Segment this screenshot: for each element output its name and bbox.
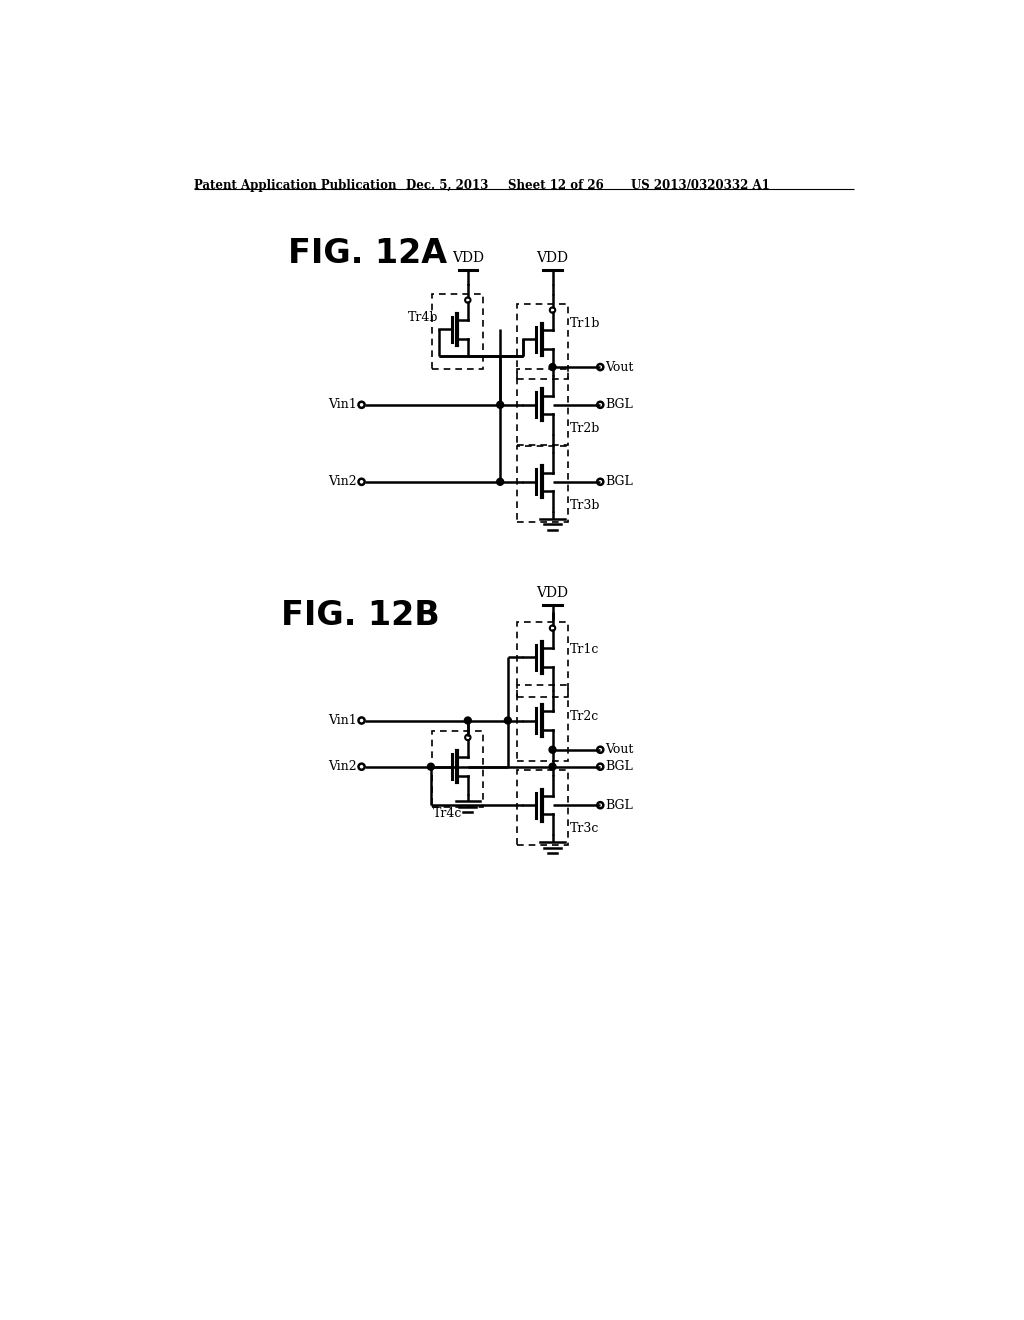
- Text: Tr1c: Tr1c: [569, 643, 599, 656]
- Text: Tr4c: Tr4c: [432, 807, 462, 820]
- Text: Vin1: Vin1: [328, 714, 357, 727]
- Text: Patent Application Publication: Patent Application Publication: [194, 180, 396, 193]
- Circle shape: [497, 401, 504, 408]
- Text: BGL: BGL: [605, 399, 633, 412]
- Text: US 2013/0320332 A1: US 2013/0320332 A1: [631, 180, 770, 193]
- Text: VDD: VDD: [537, 586, 568, 601]
- Text: BGL: BGL: [605, 799, 633, 812]
- Circle shape: [464, 717, 471, 723]
- Bar: [517, 446, 568, 521]
- Bar: [517, 622, 568, 697]
- Text: Sheet 12 of 26: Sheet 12 of 26: [508, 180, 603, 193]
- Circle shape: [427, 763, 434, 770]
- Text: Dec. 5, 2013: Dec. 5, 2013: [407, 180, 488, 193]
- Text: Tr2b: Tr2b: [569, 422, 600, 434]
- Text: VDD: VDD: [537, 251, 568, 265]
- Circle shape: [549, 746, 556, 754]
- Bar: [517, 770, 568, 845]
- Text: VDD: VDD: [452, 251, 483, 265]
- Text: Tr3b: Tr3b: [569, 499, 600, 512]
- Text: FIG. 12B: FIG. 12B: [281, 599, 439, 632]
- Text: BGL: BGL: [605, 475, 633, 488]
- Bar: [517, 304, 568, 379]
- Text: Vin2: Vin2: [329, 760, 357, 774]
- Bar: [432, 294, 483, 370]
- Text: Tr2c: Tr2c: [569, 710, 599, 723]
- Bar: [517, 685, 568, 760]
- Text: Tr4b: Tr4b: [408, 312, 438, 325]
- Text: Tr3c: Tr3c: [569, 822, 599, 836]
- Circle shape: [497, 478, 504, 486]
- Circle shape: [505, 717, 511, 723]
- Text: Vin2: Vin2: [329, 475, 357, 488]
- Circle shape: [549, 363, 556, 371]
- Text: Tr1b: Tr1b: [569, 317, 600, 330]
- Bar: [432, 731, 483, 807]
- Bar: [517, 370, 568, 445]
- Text: BGL: BGL: [605, 760, 633, 774]
- Text: Vout: Vout: [605, 743, 633, 756]
- Text: Vin1: Vin1: [328, 399, 357, 412]
- Text: Vout: Vout: [605, 360, 633, 374]
- Text: FIG. 12A: FIG. 12A: [289, 238, 447, 271]
- Circle shape: [549, 763, 556, 770]
